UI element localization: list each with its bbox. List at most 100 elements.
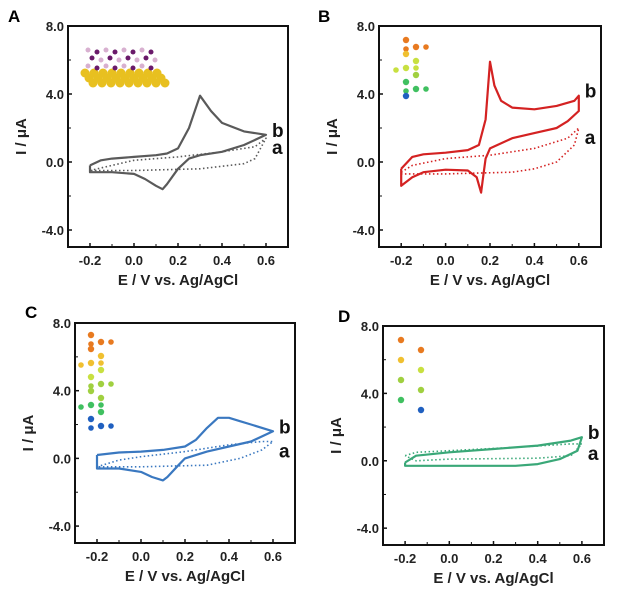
atom bbox=[423, 86, 429, 92]
y-tick-label: 4.0 bbox=[361, 386, 379, 401]
y-tick-label: 4.0 bbox=[53, 384, 71, 399]
panel-b: B 8.0 4.0 0.0 -4.0 -0.2 0.0 0.2 0.4 0.6 E / V vs. … bbox=[318, 7, 602, 289]
atom bbox=[413, 65, 419, 71]
framework-atom bbox=[98, 57, 104, 63]
framework-atom bbox=[103, 47, 109, 53]
curve-label-a: a bbox=[272, 138, 283, 159]
framework-atom bbox=[112, 65, 118, 71]
atom bbox=[403, 46, 409, 52]
cv-curve-b bbox=[95, 416, 275, 482]
framework-atom bbox=[121, 63, 127, 69]
atom bbox=[417, 366, 425, 374]
panel-a: A 8.0 4.0 0.0 -4.0 -0.2 0.0 0.2 0.4 0.6 E / V vs. … bbox=[8, 7, 289, 289]
atom bbox=[108, 339, 114, 345]
atom bbox=[417, 406, 425, 414]
atom bbox=[87, 373, 95, 381]
atom bbox=[397, 356, 405, 364]
cv-curve-a bbox=[96, 440, 274, 468]
framework-atom bbox=[107, 55, 113, 61]
framework-atom bbox=[85, 63, 91, 69]
atom bbox=[87, 331, 95, 339]
panel-letter: D bbox=[338, 307, 350, 326]
panel-d: D 8.0 4.0 0.0 -4.0 -0.2 0.0 0.2 0.4 0.6 E / V vs. … bbox=[328, 307, 605, 587]
y-axis-label: I / μA bbox=[324, 118, 341, 155]
framework-atom bbox=[143, 55, 149, 61]
atom bbox=[402, 64, 410, 72]
y-tick-label: 0.0 bbox=[53, 451, 71, 466]
x-tick-label: 0.2 bbox=[484, 551, 502, 566]
x-tick-label: 0.4 bbox=[213, 253, 232, 268]
x-tick-label: 0.2 bbox=[176, 549, 194, 564]
atom bbox=[402, 50, 410, 58]
y-tick-label: 8.0 bbox=[53, 316, 71, 331]
y-tick-label: 8.0 bbox=[361, 319, 379, 334]
panel-c: C 8.0 4.0 0.0 -4.0 -0.2 0.0 0.2 0.4 0.6 E / V vs. … bbox=[20, 303, 296, 585]
atom bbox=[397, 336, 405, 344]
atom bbox=[97, 380, 105, 388]
atom bbox=[108, 423, 114, 429]
atom bbox=[402, 78, 410, 86]
atom bbox=[417, 346, 425, 354]
y-tick-label: 8.0 bbox=[46, 19, 64, 34]
molecule-inset bbox=[80, 47, 170, 88]
atom bbox=[78, 404, 84, 410]
atom bbox=[97, 394, 105, 402]
atom bbox=[402, 36, 410, 44]
axes-frame bbox=[378, 25, 602, 248]
x-axis-label: E / V vs. Ag/AgCl bbox=[430, 272, 550, 289]
y-tick-label: 4.0 bbox=[46, 87, 64, 102]
atom bbox=[87, 415, 95, 423]
x-tick-label: -0.2 bbox=[390, 253, 412, 268]
x-tick-label: 0.6 bbox=[257, 253, 275, 268]
y-tick-label: -4.0 bbox=[353, 223, 375, 238]
gold-atom bbox=[160, 78, 170, 88]
atom bbox=[97, 408, 105, 416]
atom bbox=[78, 362, 84, 368]
curve-label-b: b bbox=[272, 121, 284, 142]
x-axis-label: E / V vs. Ag/AgCl bbox=[118, 272, 238, 289]
atom bbox=[87, 401, 95, 409]
panel-letter: A bbox=[8, 7, 20, 26]
atom bbox=[402, 92, 410, 100]
y-tick-label: 8.0 bbox=[357, 19, 375, 34]
y-tick-label: 0.0 bbox=[46, 155, 64, 170]
x-tick-label: 0.4 bbox=[529, 551, 548, 566]
y-tick-label: 0.0 bbox=[357, 155, 375, 170]
x-axis-label: E / V vs. Ag/AgCl bbox=[125, 568, 245, 585]
atom bbox=[412, 71, 420, 79]
atom bbox=[412, 57, 420, 65]
y-axis-label: I / μA bbox=[13, 118, 30, 155]
framework-atom bbox=[130, 49, 136, 55]
framework-atom bbox=[139, 47, 145, 53]
atom bbox=[88, 341, 94, 347]
atom bbox=[88, 425, 94, 431]
y-tick-label: -4.0 bbox=[357, 521, 379, 536]
cv-curve-a bbox=[89, 137, 267, 172]
atom bbox=[412, 43, 420, 51]
x-tick-label: 0.6 bbox=[570, 253, 588, 268]
framework-atom bbox=[116, 57, 122, 63]
y-tick-label: 4.0 bbox=[357, 87, 375, 102]
atom bbox=[397, 376, 405, 384]
atom bbox=[403, 88, 409, 94]
atom bbox=[97, 338, 105, 346]
axes-frame bbox=[382, 325, 605, 546]
framework-atom bbox=[85, 47, 91, 53]
x-tick-label: 0.2 bbox=[481, 253, 499, 268]
cv-curve-b bbox=[404, 436, 583, 467]
x-tick-label: 0.4 bbox=[525, 253, 544, 268]
framework-atom bbox=[89, 55, 95, 61]
framework-atom bbox=[94, 65, 100, 71]
panel-letter: C bbox=[25, 303, 37, 322]
cv-curve-b bbox=[400, 60, 580, 194]
y-axis-label: I / μA bbox=[20, 414, 37, 451]
framework-atom bbox=[121, 47, 127, 53]
panel-letter: B bbox=[318, 7, 330, 26]
molecule-inset bbox=[78, 331, 114, 431]
atom bbox=[88, 383, 94, 389]
atom bbox=[423, 44, 429, 50]
y-tick-label: -4.0 bbox=[49, 519, 71, 534]
x-tick-label: 0.4 bbox=[220, 549, 239, 564]
x-tick-label: 0.0 bbox=[125, 253, 143, 268]
